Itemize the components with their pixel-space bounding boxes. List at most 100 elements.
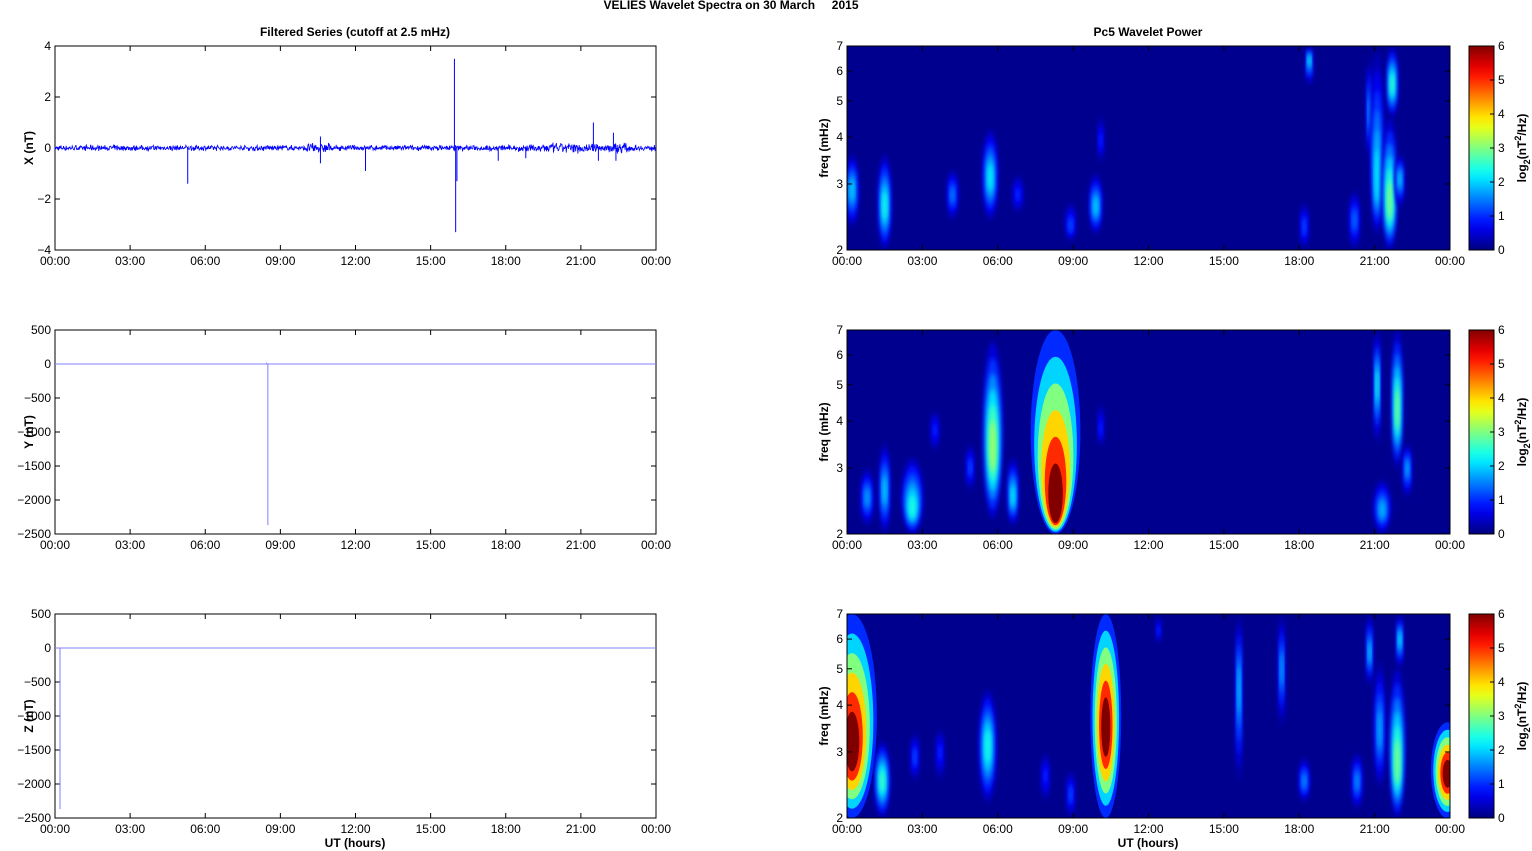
- x-tick-label: 06:00: [190, 538, 220, 552]
- colorbar-label-part: 2: [1513, 704, 1523, 709]
- x-tick-label: 03:00: [115, 538, 145, 552]
- x-tick-label: 06:00: [190, 254, 220, 268]
- power-background: [847, 614, 1450, 818]
- y-tick-label: −1500: [17, 459, 51, 473]
- y-tick-label: 5: [836, 94, 843, 108]
- colorbar: [1468, 329, 1495, 535]
- x-tick-label: 09:00: [1058, 822, 1088, 836]
- colorbar: [1468, 45, 1495, 251]
- plot-area: [54, 613, 657, 819]
- y-tick-label: −500: [24, 675, 51, 689]
- y-tick-label: −1500: [17, 743, 51, 757]
- x-tick-label: 12:00: [340, 822, 370, 836]
- power-feature: [882, 191, 887, 220]
- power-feature: [1093, 197, 1098, 216]
- x-tick-label: 18:00: [1284, 538, 1314, 552]
- series-trace: [54, 142, 657, 154]
- y-tick-label: 4: [836, 698, 843, 712]
- x-tick-label: 00:00: [641, 538, 671, 552]
- colorbar-tick-label: 3: [1498, 141, 1505, 155]
- series-panel-y: −2500 −2000 −1500 −1000 −500 0 500 00:00 03:00 06…: [17, 323, 671, 552]
- x-tick-label: 09:00: [265, 822, 295, 836]
- x-tick-label: 21:00: [1360, 538, 1390, 552]
- y-tick-label: 3: [836, 177, 843, 191]
- power-feature: [883, 477, 887, 504]
- colorbar-tick-label: 2: [1498, 743, 1505, 757]
- power-feature: [913, 749, 917, 765]
- power-feature: [1378, 711, 1382, 749]
- power-feature: [1099, 421, 1102, 435]
- y-tick-label: 7: [836, 39, 843, 53]
- colorbar-label-part: /Hz): [1515, 398, 1529, 420]
- power-panel-y: 2 3 4 5 6 7 00:00 03:00 06:00 09:00 12:00 15:00 18:0…: [817, 323, 1532, 552]
- colorbar-label-part: (nT: [1515, 140, 1529, 159]
- power-feature: [1390, 73, 1394, 95]
- left-xlabel: UT (hours): [325, 836, 386, 850]
- power-feature: [1379, 501, 1385, 518]
- series-panel-x: −4 −2 0 2 4 00:00 03:00 06:00 09:00 12:00 15:00 18:…: [22, 39, 671, 268]
- right-xlabel: UT (hours): [1118, 836, 1179, 850]
- y-tick-label: −2500: [17, 811, 51, 825]
- colorbar-tick-label: 3: [1498, 425, 1505, 439]
- y-tick-label: 3: [836, 745, 843, 759]
- y-tick-label: 5: [836, 662, 843, 676]
- x-tick-label: 03:00: [115, 822, 145, 836]
- power-feature: [1101, 697, 1111, 757]
- x-tick-label: 09:00: [1058, 538, 1088, 552]
- colorbar-label-part: log: [1515, 164, 1529, 182]
- x-tick-label: 12:00: [1133, 538, 1163, 552]
- colorbar-label: log2(nT2/Hz): [1513, 398, 1532, 467]
- y-axis-label: X (nT): [22, 131, 36, 165]
- power-feature: [1398, 631, 1401, 648]
- x-tick-label: 00:00: [40, 254, 70, 268]
- x-tick-label: 00:00: [1435, 538, 1465, 552]
- y-tick-label: 2: [836, 527, 843, 541]
- x-tick-label: 21:00: [566, 254, 596, 268]
- x-tick-label: 00:00: [641, 254, 671, 268]
- y-tick-label: 0: [44, 357, 51, 371]
- power-feature: [1368, 641, 1371, 663]
- colorbar-label-part: 2: [1513, 136, 1523, 141]
- x-tick-label: 18:00: [1284, 822, 1314, 836]
- colorbar-label-part: /Hz): [1515, 682, 1529, 704]
- y-tick-label: −2000: [17, 777, 51, 791]
- power-feature: [1352, 211, 1357, 229]
- power-feature: [1280, 652, 1283, 686]
- power-feature: [985, 730, 991, 763]
- power-feature: [1395, 388, 1399, 430]
- y-tick-label: −2: [37, 192, 51, 206]
- x-tick-label: 15:00: [1209, 538, 1239, 552]
- x-tick-label: 09:00: [265, 538, 295, 552]
- colorbar-tick-label: 5: [1498, 357, 1505, 371]
- power-feature: [1387, 181, 1392, 220]
- x-tick-label: 00:00: [40, 538, 70, 552]
- x-tick-label: 06:00: [190, 822, 220, 836]
- power-feature: [1011, 485, 1015, 506]
- colorbar-label-part: /Hz): [1515, 114, 1529, 136]
- power-feature: [989, 420, 996, 472]
- power-panel-z: 2 3 4 5 6 7 00:00 03:00 06:00 09:00 12:00 15:00 18:0…: [817, 607, 1532, 836]
- x-tick-label: 18:00: [491, 538, 521, 552]
- y-tick-label: 3: [836, 461, 843, 475]
- colorbar-tick-label: 4: [1498, 675, 1505, 689]
- power-feature: [1355, 773, 1359, 790]
- y-tick-label: 4: [836, 414, 843, 428]
- power-feature: [968, 460, 972, 475]
- x-tick-label: 03:00: [115, 254, 145, 268]
- power-background: [847, 330, 1450, 534]
- y-tick-label: 4: [836, 130, 843, 144]
- y-tick-label: −500: [24, 391, 51, 405]
- power-features: [860, 330, 1412, 534]
- y-tick-label: 7: [836, 323, 843, 337]
- colorbar-label-part: 2: [1522, 727, 1532, 732]
- power-feature: [987, 164, 993, 191]
- colorbar-tick-label: 1: [1498, 777, 1505, 791]
- power-feature: [909, 495, 916, 518]
- colorbar-tick-label: 0: [1498, 811, 1505, 825]
- x-tick-label: 21:00: [566, 822, 596, 836]
- colorbar-label-part: log: [1515, 448, 1529, 466]
- x-tick-label: 15:00: [416, 822, 446, 836]
- x-tick-label: 18:00: [1284, 254, 1314, 268]
- x-tick-label: 06:00: [983, 254, 1013, 268]
- colorbar-label: log2(nT2/Hz): [1513, 114, 1532, 183]
